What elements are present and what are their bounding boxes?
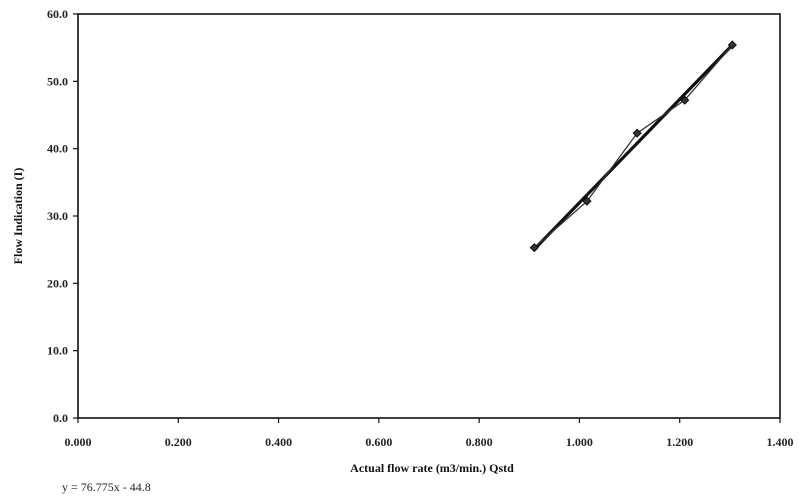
data-point <box>680 95 690 105</box>
y-tick-label: 30.0 <box>47 209 68 223</box>
y-axis-title: Flow Indication (I) <box>11 168 25 265</box>
data-point <box>529 243 539 253</box>
y-tick-label: 20.0 <box>47 276 68 290</box>
x-tick-label: 0.600 <box>365 435 392 449</box>
data-point <box>582 196 592 206</box>
y-tick-label: 40.0 <box>47 142 68 156</box>
y-tick-label: 10.0 <box>47 344 68 358</box>
x-tick-label: 0.000 <box>65 435 92 449</box>
x-axis: 0.000 0.200 0.400 0.600 0.800 1.000 1.200 1.400 <box>65 418 794 449</box>
data-point <box>727 40 737 50</box>
x-tick-label: 0.400 <box>265 435 292 449</box>
plot-border <box>77 13 781 419</box>
x-tick-label: 1.000 <box>566 435 593 449</box>
trendline-equation: y = 76.775x - 44.8 <box>62 480 151 494</box>
x-tick-label: 0.800 <box>466 435 493 449</box>
plot-area <box>77 13 781 419</box>
trendline <box>532 43 734 251</box>
data-point <box>632 128 642 138</box>
y-tick-label: 50.0 <box>47 74 68 88</box>
x-tick-label: 1.200 <box>666 435 693 449</box>
series-layer <box>529 40 737 253</box>
y-axis: 0.0 10.0 20.0 30.0 40.0 50.0 60.0 <box>47 7 78 425</box>
y-tick-label: 0.0 <box>53 411 68 425</box>
x-tick-label: 1.400 <box>767 435 794 449</box>
x-axis-title: Actual flow rate (m3/min.) Qstd <box>350 461 514 475</box>
y-tick-label: 60.0 <box>47 7 68 21</box>
x-tick-label: 0.200 <box>165 435 192 449</box>
